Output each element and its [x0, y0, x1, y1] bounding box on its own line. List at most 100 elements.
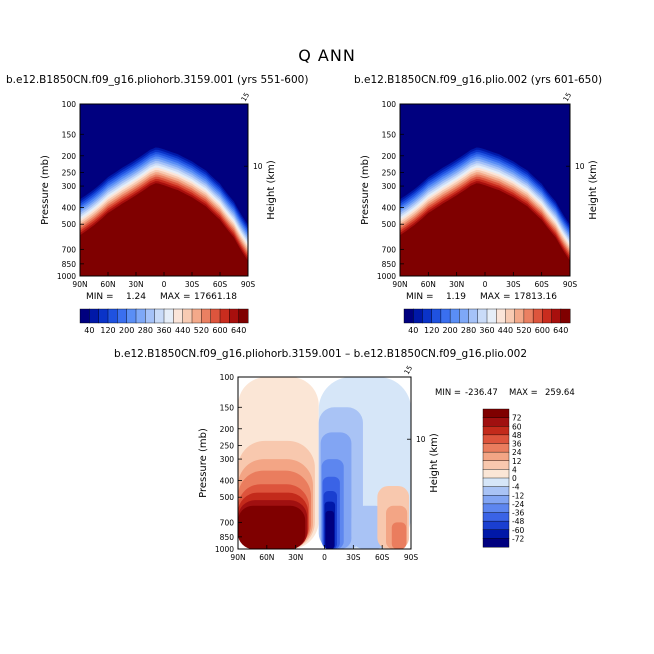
colorbar-label: 360: [156, 326, 171, 335]
colorbar-swatch: [413, 308, 423, 324]
colorbar-swatch: [482, 538, 510, 548]
colorbar-swatch: [482, 426, 510, 436]
height-axis-label: Height (km): [588, 160, 599, 220]
colorbar-swatch: [482, 520, 510, 531]
colorbar-swatch: [551, 308, 562, 324]
moisture-field: [80, 104, 248, 276]
colorbar-label: 72: [512, 414, 522, 423]
x-tick-label: 90N: [392, 280, 407, 289]
min-value: 1.24: [126, 292, 146, 302]
colorbar-label: 280: [138, 326, 153, 335]
x-tick-label: 0: [162, 280, 167, 289]
panel-2-colorbar: 40 120 200 280 360 440 520 600 640: [403, 308, 571, 335]
y-tick-label: 1000: [377, 272, 396, 281]
colorbar-label: 200: [119, 326, 134, 335]
x-tick-label: 30N: [449, 280, 464, 289]
colorbar-swatch: [107, 308, 118, 324]
colorbar-swatch: [482, 477, 510, 488]
x-tick-label: 30S: [185, 280, 200, 289]
colorbar-label: -60: [512, 526, 524, 535]
colorbar-swatch: [468, 308, 479, 324]
colorbar-label: 600: [535, 326, 550, 335]
colorbar-label: 48: [512, 431, 522, 440]
min-value: -236.47: [465, 388, 498, 398]
colorbar-swatch: [145, 308, 156, 324]
colorbar-swatch: [482, 408, 510, 419]
panel-1-title: b.e12.B1850CN.f09_g16.pliohorb.3159.001 …: [6, 74, 309, 86]
y-tick-label: 100: [220, 373, 235, 382]
colorbar-swatch: [201, 308, 212, 324]
moisture-level-band: [400, 183, 570, 276]
y-tick-label: 1000: [57, 272, 76, 281]
y-tick-label: 200: [62, 152, 77, 161]
colorbar-label: 600: [212, 326, 227, 335]
y-tick-label: 150: [62, 130, 77, 139]
colorbar-swatch: [191, 308, 202, 324]
colorbar-label: 120: [424, 326, 439, 335]
colorbar-label: -24: [512, 500, 524, 509]
colorbar-swatch: [514, 308, 525, 324]
colorbar-label: 0: [512, 474, 517, 483]
y-tick-label: 250: [382, 168, 397, 177]
colorbar-swatch: [135, 308, 146, 324]
y-tick-label: 100: [382, 100, 397, 109]
x-tick-label: 30N: [288, 553, 303, 562]
colorbar-label: -4: [512, 483, 520, 492]
y-tick-label: 850: [220, 533, 235, 542]
max-label: MAX =: [509, 388, 538, 398]
colorbar-label: -12: [512, 491, 524, 500]
y-tick-label: 850: [62, 260, 77, 269]
x-tick-label: 60N: [100, 280, 115, 289]
x-tick-label: 90N: [230, 553, 245, 562]
height-axis-label: Height (km): [266, 160, 277, 220]
colorbar-label: 520: [194, 326, 209, 335]
max-label: MAX =: [160, 292, 191, 302]
moisture-level-band: [80, 183, 248, 276]
colorbar-swatch: [532, 308, 543, 324]
y-tick-label: 700: [62, 245, 77, 254]
colorbar-label: 40: [84, 326, 94, 335]
colorbar-swatch: [229, 308, 240, 324]
max-value: 259.64: [545, 388, 575, 398]
y-tick-label: 250: [220, 441, 235, 450]
main-title: Q ANN: [298, 46, 356, 65]
x-tick-label: 90N: [72, 280, 87, 289]
panel-2-title: b.e12.B1850CN.f09_g16.plio.002 (yrs 601-…: [354, 74, 603, 86]
colorbar-label: 4: [512, 465, 517, 474]
x-tick-label: 60S: [375, 553, 390, 562]
colorbar-label: 520: [516, 326, 531, 335]
x-tick-label: 60S: [535, 280, 550, 289]
min-label: MIN =: [86, 292, 114, 302]
x-tick-label: 30S: [346, 553, 361, 562]
height-axis-label: Height (km): [429, 433, 440, 493]
y-tick-label: 400: [220, 477, 235, 486]
y-axis-label: Pressure (mb): [198, 428, 209, 498]
y-tick-label: 500: [382, 220, 397, 229]
colorbar-swatch: [431, 308, 442, 324]
colorbar-swatch: [482, 460, 510, 470]
colorbar-swatch: [459, 308, 470, 324]
colorbar-swatch: [422, 308, 433, 324]
colorbar-swatch: [163, 308, 174, 324]
x-tick-label: 90S: [563, 280, 578, 289]
colorbar-label: 200: [442, 326, 457, 335]
colorbar-label: 36: [512, 440, 522, 449]
x-tick-label: 60N: [421, 280, 436, 289]
x-tick-label: 0: [483, 280, 488, 289]
moisture-field: [400, 104, 570, 276]
colorbar-swatch: [482, 434, 510, 445]
colorbar-swatch: [482, 451, 510, 462]
x-tick-label: 90S: [241, 280, 256, 289]
colorbar-swatch: [482, 469, 510, 479]
colorbar-swatch: [79, 308, 90, 324]
difference-field: [238, 377, 411, 549]
x-tick-label: 60N: [259, 553, 274, 562]
colorbar-label: 640: [553, 326, 568, 335]
y-tick-label: 100: [62, 100, 77, 109]
colorbar-swatch: [126, 308, 137, 324]
colorbar-swatch: [117, 308, 128, 324]
colorbar-swatch: [542, 308, 553, 324]
